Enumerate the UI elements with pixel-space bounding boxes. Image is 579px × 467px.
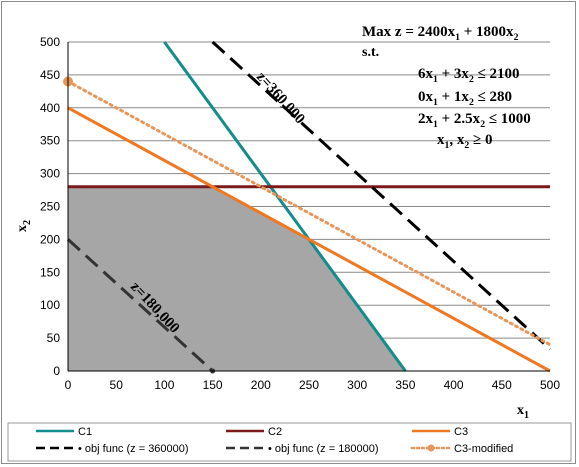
axes [67, 42, 550, 372]
model-line5: 2x1 + 2.5x2 ≤ 1000 [418, 111, 531, 130]
z360-label: z=360,000 [253, 69, 308, 127]
y-tick-50: 50 [47, 331, 61, 345]
y-tick-250: 250 [40, 200, 60, 214]
x-tick-labels: 0 50 100 150 200 250 300 350 400 450 500 [65, 378, 561, 392]
x-tick-350: 350 [395, 378, 415, 392]
y-tick-350: 350 [40, 134, 60, 148]
x-tick-450: 450 [492, 378, 512, 392]
legend-label-obj-func-z-360000: • obj func (z = 360000) [78, 443, 189, 455]
x-tick-250: 250 [299, 378, 319, 392]
x-tick-0: 0 [65, 378, 72, 392]
constraint-lines [63, 40, 552, 374]
x-tick-150: 150 [203, 378, 223, 392]
legend-label-c3-modified: C3-modified [454, 443, 513, 455]
y-tick-450: 450 [40, 68, 60, 82]
legend-label-obj-func-z-180000: • obj func (z = 180000) [268, 443, 379, 455]
model-line6: x1, x2 ≥ 0 [437, 132, 492, 151]
series-line-c3 [67, 106, 551, 373]
x-tick-100: 100 [154, 378, 174, 392]
y-tick-300: 300 [40, 167, 60, 181]
model-line3: 6x1 + 3x2 ≤ 2100 [418, 66, 520, 85]
model-text: Max z = 2400x1 + 1800x2 s.t. 6x1 + 3x2 ≤ 2… [362, 24, 531, 151]
legend: C1 C2 C3 • obj func (z = 360000) • obj func … [7, 422, 572, 462]
y-tick-100: 100 [40, 298, 60, 312]
y-tick-200: 200 [40, 232, 60, 246]
series-line-obj-func-z-360000 [211, 40, 552, 351]
legend-label-c1: C1 [78, 426, 92, 438]
legend-marker-c3-modified [427, 444, 435, 452]
x-axis-label: x1 [517, 403, 529, 421]
y-tick-500: 500 [40, 35, 60, 49]
model-line4: 0x1 + 1x2 ≤ 280 [418, 89, 512, 108]
y-axis-label: x2 [15, 220, 33, 232]
x-tick-200: 200 [251, 378, 271, 392]
series-line-c3-modified [66, 79, 552, 347]
y-tick-150: 150 [40, 265, 60, 279]
series-line-c1 [163, 41, 407, 372]
x-tick-50: 50 [110, 378, 124, 392]
series-line-obj-func-z-180000 [66, 238, 214, 373]
x-tick-500: 500 [540, 378, 560, 392]
legend-label-c2: C2 [268, 426, 282, 438]
legend-box [7, 422, 572, 462]
legend-label-c3: C3 [454, 426, 468, 438]
model-line2: s.t. [362, 45, 379, 60]
model-line1: Max z = 2400x1 + 1800x2 [362, 24, 519, 43]
y-tick-400: 400 [40, 101, 60, 115]
feasible-region [68, 186, 406, 371]
y-tick-labels: 0 50 100 150 200 250 300 350 400 450 500 [40, 35, 60, 378]
x-tick-300: 300 [347, 378, 367, 392]
x-tick-400: 400 [444, 378, 464, 392]
y-tick-0: 0 [53, 364, 60, 378]
